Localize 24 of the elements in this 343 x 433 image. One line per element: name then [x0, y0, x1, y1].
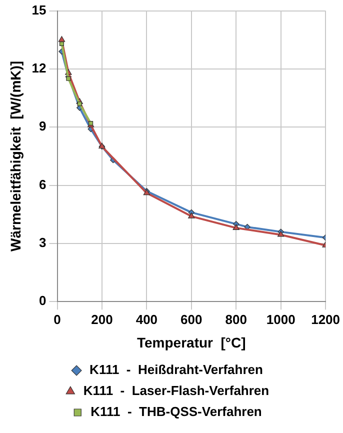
y-tick-label: 15	[32, 2, 46, 18]
y-tick-label: 3	[39, 235, 46, 250]
point	[66, 76, 71, 81]
point	[59, 41, 64, 46]
point	[188, 212, 195, 218]
point	[232, 224, 240, 230]
x-axis-title: Temperatur [°C]	[137, 334, 246, 350]
x-tick-label: 1200	[311, 312, 340, 327]
y-tick-label: 12	[32, 60, 46, 76]
y-tick-label: 6	[39, 176, 46, 192]
y-tick-label: 0	[39, 293, 46, 308]
legend-label: K111 - Laser-Flash-Verfahren	[83, 383, 270, 398]
legend-label: K111 - Heißdraht-Verfahren	[90, 362, 264, 378]
x-tick-label: 0	[54, 312, 61, 327]
point	[77, 102, 82, 106]
x-tick-label: 600	[180, 312, 202, 327]
x-tick-label: 200	[91, 312, 113, 327]
x-tick-label: 400	[136, 312, 158, 327]
x-tick-label: 800	[225, 312, 247, 327]
y-axis-title: Wärmeleitfähigkeit [W/(mK)]	[7, 60, 24, 252]
point	[58, 36, 66, 42]
x-tick-label: 1000	[266, 312, 296, 327]
legend-label: K111 - THB-QSS-Verfahren	[90, 404, 262, 420]
y-tick-label: 9	[39, 118, 46, 134]
